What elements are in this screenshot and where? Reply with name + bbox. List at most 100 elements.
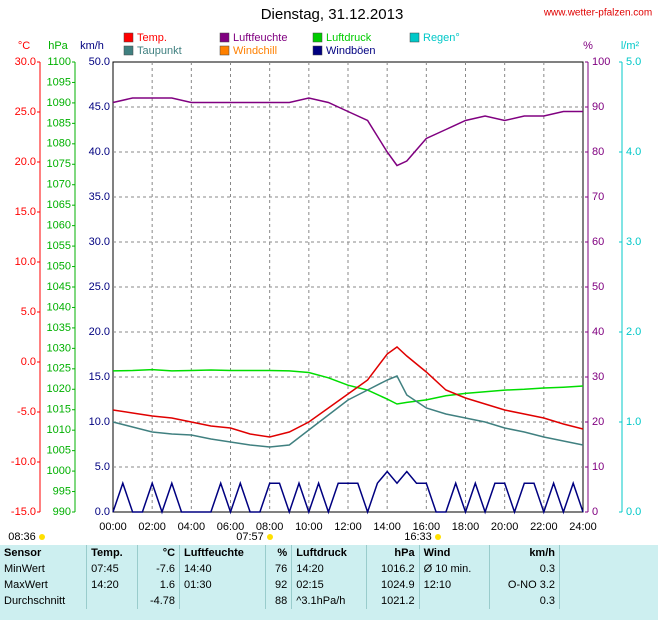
x-tick-label: 18:00: [452, 521, 480, 533]
x-tick-label: 20:00: [491, 521, 519, 533]
y-tick-label: 1095: [47, 76, 71, 88]
y-tick-label: 35.0: [89, 191, 110, 203]
table-cell: Temp.: [86, 545, 138, 561]
y-tick-label: 15.0: [89, 371, 110, 383]
y-tick-label: 990: [53, 506, 71, 518]
table-cell: MaxWert: [0, 577, 88, 593]
y-tick-label: 1055: [47, 240, 71, 252]
y-tick-label: 1100: [47, 56, 71, 68]
y-tick-label: 20.0: [89, 326, 110, 338]
site: www.wetter-pfalzen.com: [543, 8, 652, 19]
legend-swatch: [312, 45, 323, 56]
sun-time: 16:33: [404, 531, 432, 543]
y-tick-label: 1085: [47, 117, 71, 129]
y-tick-label: 60: [592, 236, 604, 248]
table-cell: 1016.2: [366, 561, 420, 577]
y-tick-label: 1090: [47, 97, 71, 109]
y-tick-label: 5.0: [626, 56, 641, 68]
table-cell: 01:30: [179, 577, 266, 593]
table-cell: %: [265, 545, 293, 561]
x-tick-label: 00:00: [99, 521, 127, 533]
sun-icon: [39, 534, 45, 540]
table-cell: Luftdruck: [291, 545, 367, 561]
y-tick-label: 50: [592, 281, 604, 293]
legend-label: Luftdruck: [326, 32, 372, 44]
y-tick-label: 1050: [47, 260, 71, 272]
series-line: [112, 470, 584, 515]
y-tick-label: 20.0: [15, 156, 36, 168]
y-tick-label: 3.0: [626, 236, 641, 248]
axis-unit: hPa: [48, 40, 68, 52]
y-tick-label: 10.0: [15, 256, 36, 268]
x-tick-label: 24:00: [569, 521, 597, 533]
y-tick-label: 995: [53, 485, 71, 497]
y-tick-label: 0.0: [95, 506, 110, 518]
table-cell: Ø 10 min.: [419, 561, 491, 577]
chart-title: Dienstag, 31.12.2013: [261, 6, 404, 23]
y-tick-label: 30: [592, 371, 604, 383]
legend-swatch: [123, 32, 134, 43]
x-tick-label: 06:00: [217, 521, 245, 533]
axis-unit: km/h: [80, 40, 104, 52]
legend-swatch: [409, 32, 420, 43]
table-cell: 76: [265, 561, 293, 577]
series-line: [112, 97, 583, 167]
table-cell: Durchschnitt: [0, 593, 88, 609]
table-row: Durchschnitt -4.78 88 ^3.1hPa/h 1021.2 0.3: [0, 593, 560, 609]
y-tick-label: 1015: [47, 404, 71, 416]
y-tick-label: 10.0: [89, 416, 110, 428]
table-cell: 0.3: [489, 561, 560, 577]
legend-swatch: [312, 32, 323, 43]
y-tick-label: 25.0: [15, 106, 36, 118]
table-cell: 14:20: [86, 577, 138, 593]
table-cell: 12:10: [419, 577, 491, 593]
table-cell: km/h: [489, 545, 560, 561]
x-tick-label: 16:00: [413, 521, 441, 533]
legend-label: Temp.: [137, 32, 167, 44]
table-cell: [419, 593, 491, 609]
table-cell: 1.6: [137, 577, 181, 593]
legend-label: Windböen: [326, 45, 376, 57]
y-tick-label: 100: [592, 56, 610, 68]
sun-time: 07:57: [236, 531, 264, 543]
x-tick-label: 08:00: [256, 521, 284, 533]
y-tick-label: 40.0: [89, 146, 110, 158]
legend-label: Luftfeuchte: [233, 32, 287, 44]
table-cell: ^3.1hPa/h: [291, 593, 367, 609]
legend-label: Windchill: [233, 45, 277, 57]
y-tick-label: 1070: [47, 179, 71, 191]
y-tick-label: -10.0: [11, 456, 36, 468]
table-row: Sensor Temp. °C Luftfeuchte% Luftdruck hPa Win…: [0, 545, 560, 561]
y-tick-label: 1000: [47, 465, 71, 477]
table-cell: hPa: [366, 545, 420, 561]
y-tick-label: 1020: [47, 383, 71, 395]
y-tick-label: 1030: [47, 342, 71, 354]
table-cell: 07:45: [86, 561, 138, 577]
y-tick-label: 5.0: [21, 306, 36, 318]
table-cell: 14:20: [291, 561, 367, 577]
table-row: MaxWert 14:20 1.6 01:30 92 02:15 1024.9 12:10 O-…: [0, 577, 560, 593]
y-tick-label: 90: [592, 101, 604, 113]
legend-swatch: [219, 32, 230, 43]
y-tick-label: 1010: [47, 424, 71, 436]
y-tick-label: 25.0: [89, 281, 110, 293]
x-tick-label: 02:00: [138, 521, 166, 533]
table-cell: MinWert: [0, 561, 88, 577]
table-cell: 0.3: [489, 593, 560, 609]
y-tick-label: 4.0: [626, 146, 641, 158]
table-cell: 88: [265, 593, 293, 609]
table-cell: 92: [265, 577, 293, 593]
y-tick-label: 70: [592, 191, 604, 203]
y-tick-label: 10: [592, 461, 604, 473]
y-tick-label: 0: [592, 506, 598, 518]
axis-unit: l/m²: [621, 40, 640, 52]
table-cell: °C: [137, 545, 181, 561]
table-cell: 02:15: [291, 577, 367, 593]
legend-label: Taupunkt: [137, 45, 182, 57]
chart: Dienstag, 31.12.2013 www.wetter-pfalzen.…: [8, 6, 652, 543]
table-cell: Luftfeuchte: [179, 545, 266, 561]
table-cell: 1021.2: [366, 593, 420, 609]
table-cell: Sensor: [0, 545, 88, 561]
y-tick-label: 0.0: [21, 356, 36, 368]
